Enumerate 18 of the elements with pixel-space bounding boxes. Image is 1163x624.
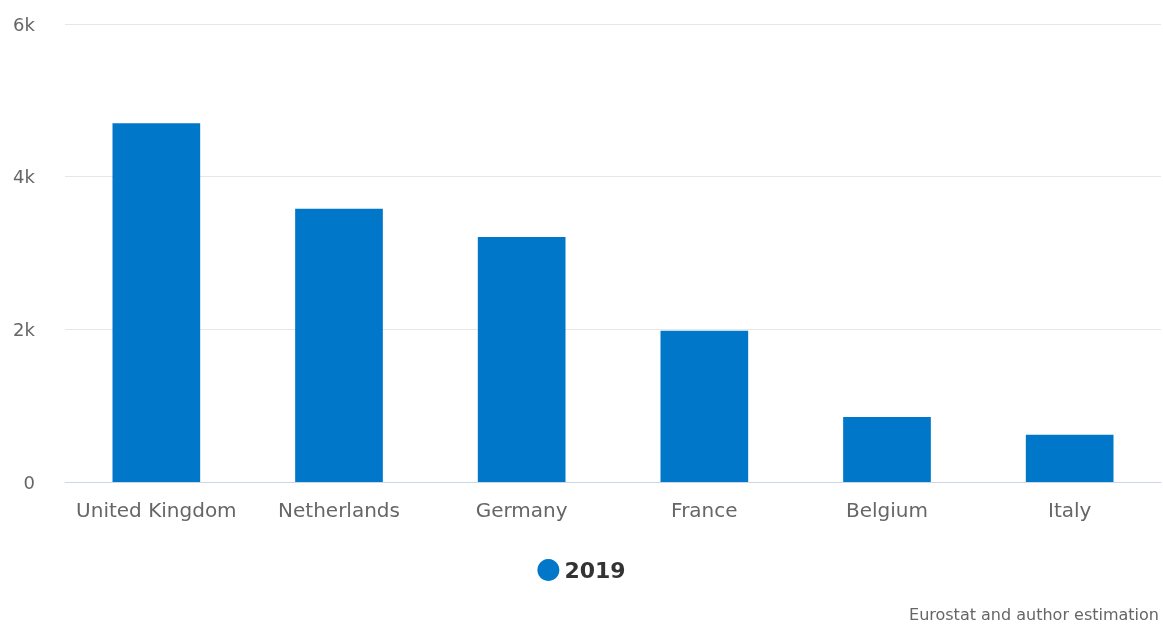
bar bbox=[477, 236, 566, 482]
x-tick-label: Italy bbox=[1047, 498, 1092, 522]
y-tick-label: 2k bbox=[13, 318, 36, 340]
x-tick-label: France bbox=[671, 498, 738, 522]
bar bbox=[1025, 434, 1114, 482]
bar bbox=[295, 208, 383, 482]
x-tick-label: Germany bbox=[475, 498, 568, 522]
x-tick-label: Netherlands bbox=[278, 498, 400, 522]
x-tick-label: United Kingdom bbox=[76, 498, 237, 522]
y-tick-label: 6k bbox=[13, 13, 36, 35]
bar bbox=[112, 123, 201, 482]
legend-label: 2019 bbox=[564, 557, 626, 583]
y-tick-label: 4k bbox=[13, 166, 36, 188]
text: Eurostat and author estimation bbox=[909, 604, 1160, 624]
y-tick-label: 0 bbox=[23, 471, 35, 493]
x-tick-label: Belgium bbox=[846, 498, 928, 522]
bar bbox=[843, 417, 931, 482]
bar bbox=[660, 330, 749, 482]
